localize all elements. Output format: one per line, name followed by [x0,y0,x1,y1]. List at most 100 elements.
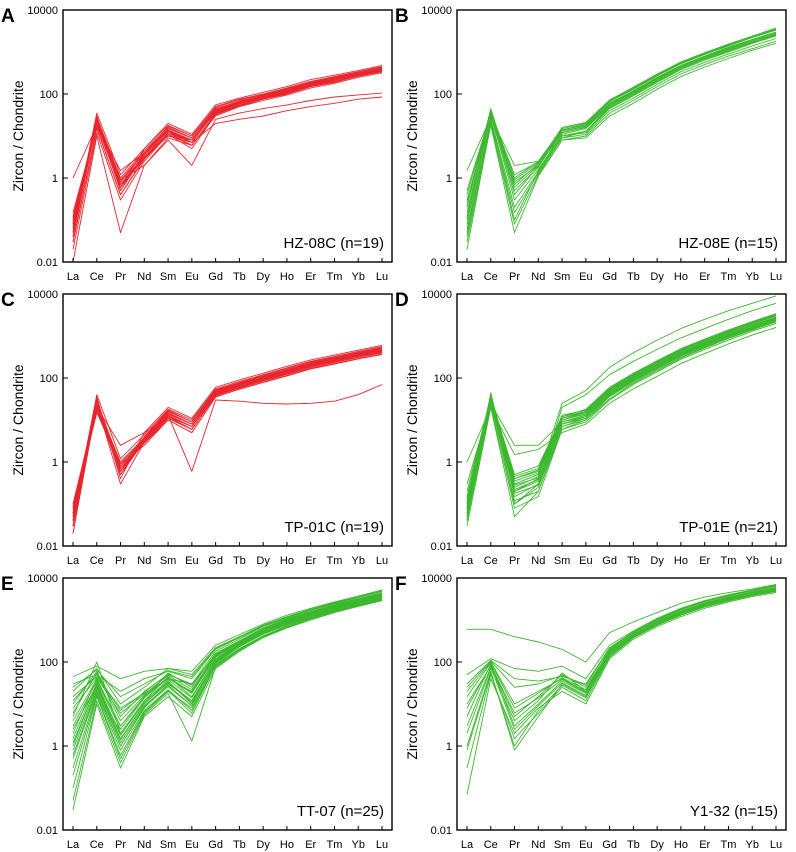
series-line-c-2 [72,347,383,527]
x-tick-label-b-10: Er [699,271,710,283]
series-line-a-10 [72,92,383,262]
series-line-e-5 [72,595,383,734]
series-line-d-4 [466,313,777,492]
x-tick-label-e-9: Ho [280,839,294,851]
x-tick-label-e-10: Er [305,839,316,851]
series-line-c-8 [72,346,383,517]
x-tick-label-e-0: La [67,839,80,851]
sample-label-c: TP-01C (n=19) [284,519,384,536]
series-line-a-7 [72,71,383,250]
x-tick-label-f-10: Er [699,839,710,851]
x-tick-label-f-5: Eu [579,839,592,851]
y-tick-label-a-1: 100 [40,89,58,101]
y-tick-label-f-1: 100 [434,657,452,669]
series-line-a-2 [72,68,383,233]
series-group-b [466,27,777,250]
series-line-b-6 [466,31,777,208]
panel-b: 10000 100 1 0.01 La Ce Pr Nd Sm Eu Gd Tb Dy Ho Er Tm Yb L… [395,5,787,283]
x-tick-label-f-3: Nd [531,839,545,851]
series-line-e-15 [72,595,383,739]
series-line-a-11 [72,64,383,230]
x-tick-label-c-0: La [67,555,80,567]
series-line-f-13 [466,587,777,714]
x-tick-label-a-12: Yb [351,271,364,283]
y-axis-title-c: Zircon / Chondrite [10,364,26,475]
panel-c: 10000 100 1 0.01 La Ce Pr Nd Sm Eu Gd Tb Dy Ho Er Tm Yb L… [1,289,393,567]
series-line-b-15 [466,32,777,217]
x-tick-label-d-2: Pr [509,555,520,567]
series-line-f-8 [466,590,777,769]
plot-frame-e [62,577,393,831]
y-tick-label-c-2: 1 [52,457,58,469]
y-axis-title-b: Zircon / Chondrite [404,80,420,191]
sample-label-e: TT-07 (n=25) [297,803,384,820]
series-line-f-15 [466,589,777,730]
x-tick-label-e-5: Eu [185,839,198,851]
y-tick-label-f-0: 10000 [421,573,452,585]
series-line-e-24 [72,590,383,698]
x-tick-label-a-3: Nd [137,271,151,283]
x-tick-label-b-12: Yb [745,271,758,283]
y-tick-label-c-3: 0.01 [37,541,58,553]
x-tick-label-b-3: Nd [531,271,545,283]
series-line-d-6 [466,302,777,521]
x-tick-label-d-11: Tm [721,555,737,567]
x-tick-label-a-4: Sm [160,271,177,283]
series-line-a-14 [72,96,383,179]
y-tick-label-e-3: 0.01 [37,825,58,837]
y-axis-title-a: Zircon / Chondrite [10,80,26,191]
series-line-c-9 [72,348,383,527]
plot-frame-f [456,577,787,831]
x-tick-label-d-6: Gd [602,555,617,567]
y-axis-title-d: Zircon / Chondrite [404,364,420,475]
x-tick-label-c-9: Ho [280,555,294,567]
series-line-f-5 [466,587,777,718]
sample-label-f: Y1-32 (n=15) [690,803,778,820]
x-tick-label-e-12: Yb [351,839,364,851]
x-tick-label-d-4: Sm [554,555,571,567]
series-line-a-4 [72,66,383,237]
y-tick-label-d-3: 0.01 [431,541,452,553]
x-tick-label-d-12: Yb [745,555,758,567]
x-tick-label-d-5: Eu [579,555,592,567]
series-line-d-21 [466,316,777,511]
x-tick-label-b-6: Gd [602,271,617,283]
x-tick-label-b-9: Ho [674,271,688,283]
panel-letter-b: B [395,6,409,27]
sample-label-b: HZ-08E (n=15) [678,235,778,252]
y-tick-label-e-2: 1 [52,741,58,753]
series-line-b-3 [466,35,777,233]
x-tick-label-c-6: Gd [208,555,223,567]
x-tick-label-f-1: Ce [484,839,498,851]
series-group-e [72,589,383,811]
series-line-e-3 [72,592,383,718]
x-tick-label-f-13: Lu [770,839,782,851]
series-line-a-16 [72,66,383,225]
x-tick-label-e-11: Tm [327,839,343,851]
series-line-c-5 [72,344,383,534]
series-line-d-15 [466,321,777,521]
x-tick-label-d-13: Lu [770,555,782,567]
series-line-e-11 [72,597,383,751]
x-tick-label-a-1: Ce [90,271,104,283]
series-line-e-19 [72,596,383,734]
y-tick-label-f-3: 0.01 [431,825,452,837]
x-tick-label-c-1: Ce [90,555,104,567]
series-line-b-4 [466,28,777,191]
sample-label-d: TP-01E (n=21) [679,519,778,536]
series-line-b-12 [466,34,777,230]
y-tick-label-b-0: 10000 [421,5,452,17]
plot-frame-d [456,293,787,547]
y-tick-label-d-2: 1 [446,457,452,469]
series-line-d-13 [466,318,777,511]
y-tick-label-b-3: 0.01 [431,257,452,269]
series-line-c-14 [72,349,383,514]
series-line-c-3 [72,353,383,509]
series-line-c-4 [72,349,383,521]
x-tick-label-a-2: Pr [115,271,126,283]
x-tick-label-e-1: Ce [90,839,104,851]
x-tick-label-a-9: Ho [280,271,294,283]
y-tick-label-a-0: 10000 [27,5,58,17]
y-axis-title-f: Zircon / Chondrite [404,648,420,759]
series-line-d-16 [466,313,777,503]
